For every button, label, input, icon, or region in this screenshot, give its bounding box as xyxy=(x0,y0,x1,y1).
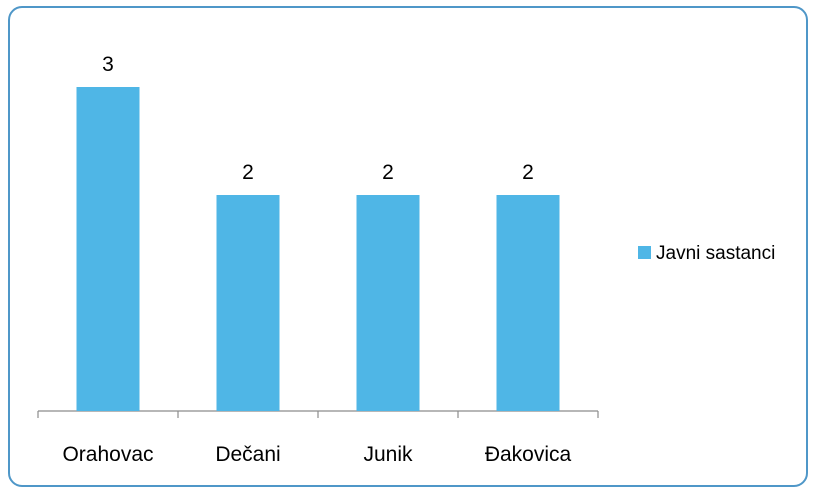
data-label: 3 xyxy=(102,53,114,76)
category-label: Orahovac xyxy=(62,443,153,466)
bars xyxy=(76,87,560,411)
legend-label: Javni sastanci xyxy=(656,243,775,264)
data-labels: 3 2 2 2 xyxy=(102,53,534,184)
bar xyxy=(216,195,280,411)
category-labels: Orahovac Dečani Junik Đakovica xyxy=(62,443,571,466)
bar xyxy=(496,195,560,411)
x-axis-ticks xyxy=(37,411,599,418)
category-label: Dečani xyxy=(215,443,280,466)
data-label: 2 xyxy=(242,161,254,184)
category-label: Junik xyxy=(363,443,413,466)
legend: Javni sastanci xyxy=(638,243,775,264)
category-label: Đakovica xyxy=(485,443,572,466)
data-label: 2 xyxy=(382,161,394,184)
data-label: 2 xyxy=(522,161,534,184)
bar xyxy=(76,87,140,411)
bar xyxy=(356,195,420,411)
legend-swatch xyxy=(638,246,651,259)
